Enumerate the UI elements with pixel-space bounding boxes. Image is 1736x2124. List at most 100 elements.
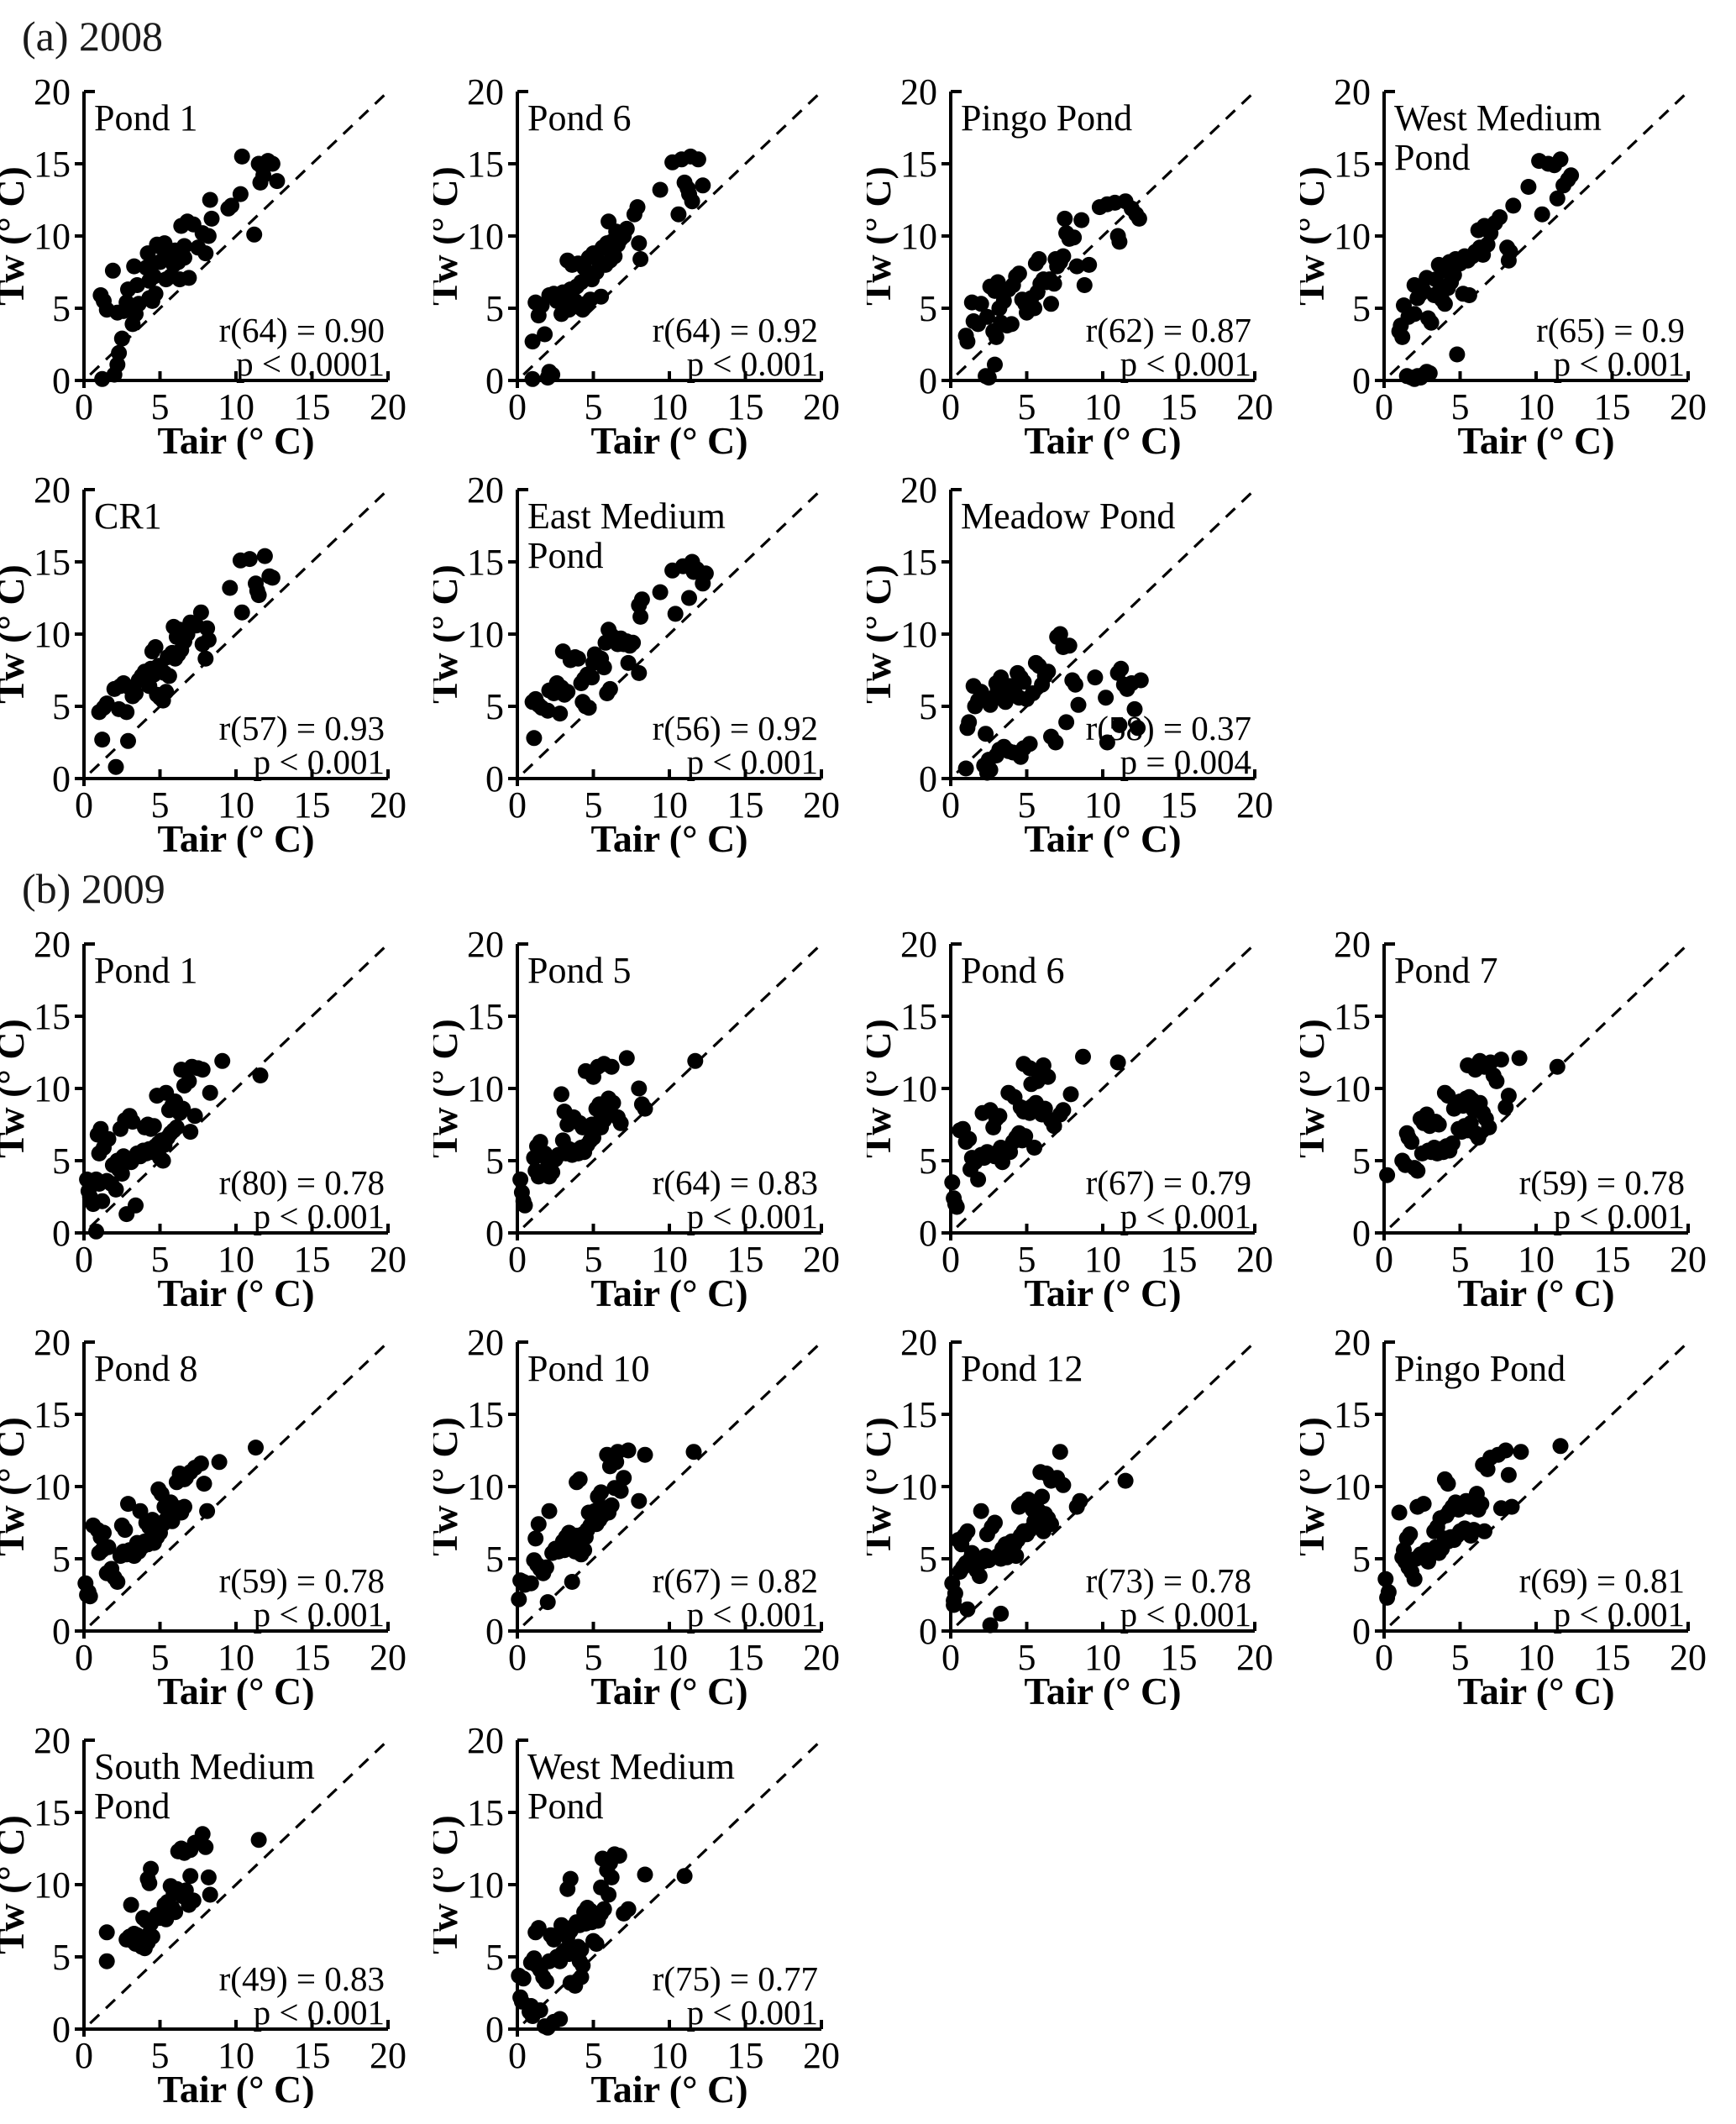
y-tick-label: 0	[485, 758, 504, 800]
data-point	[993, 1605, 1010, 1622]
data-point	[120, 732, 136, 749]
y-tick-label: 15	[900, 144, 937, 185]
data-point	[109, 1574, 126, 1590]
plot-cell-pond-5-1: 0 5 10 15 20 0 5 10 15 20 Tair (° C) Tw (° C) Pond 5…	[433, 914, 867, 1312]
y-tick-label: 15	[467, 144, 504, 185]
data-point	[124, 1114, 141, 1130]
data-point	[681, 590, 697, 606]
data-point	[250, 1832, 267, 1849]
data-point	[211, 1454, 228, 1471]
scatter-plot-pond-6: 0 5 10 15 20 0 5 10 15 20 Tair (° C) Tw (° C) Pond 6…	[433, 71, 840, 459]
data-point	[1046, 275, 1062, 292]
y-axis-label: Tw (° C)	[0, 1815, 32, 1954]
data-point	[667, 606, 684, 622]
y-tick-label: 0	[485, 2009, 504, 2050]
data-point	[1015, 674, 1032, 690]
data-point	[620, 1901, 637, 1917]
y-tick-label: 5	[52, 1937, 71, 1978]
data-point	[145, 1118, 162, 1135]
data-point	[1492, 1052, 1509, 1068]
data-point	[192, 604, 209, 621]
scatter-plot-pond-5: 0 5 10 15 20 0 5 10 15 20 Tair (° C) Tw (° C) Pond 5…	[433, 924, 840, 1312]
x-axis-label: Tair (° C)	[1457, 1670, 1614, 1710]
data-point	[88, 1223, 104, 1240]
data-point	[631, 664, 648, 681]
data-point	[553, 1086, 569, 1103]
y-axis-label: Tw (° C)	[0, 1019, 32, 1158]
data-point	[511, 1591, 527, 1607]
plot-cell-pond-1-1: 0 5 10 15 20 0 5 10 15 20 Tair (° C) Tw (° C) Pond 1…	[0, 914, 433, 1312]
y-tick-label: 10	[467, 1068, 504, 1109]
plot-title: West Medium Pond	[1394, 97, 1602, 178]
x-tick-label: 0	[508, 1637, 527, 1678]
x-tick-label: 10	[651, 1637, 688, 1678]
p-value-label: p < 0.001	[254, 1993, 385, 2032]
data-point	[947, 1585, 963, 1602]
x-tick-label: 15	[294, 386, 331, 427]
x-tick-label: 0	[941, 386, 960, 427]
y-tick-label: 10	[1334, 1068, 1371, 1109]
data-point	[1068, 258, 1085, 275]
y-tick-label: 10	[467, 1466, 504, 1508]
x-tick-label: 15	[1161, 784, 1198, 826]
data-point	[194, 1062, 211, 1078]
y-tick-label: 20	[467, 1720, 504, 1761]
x-tick-label: 5	[585, 2035, 603, 2076]
data-point	[158, 1084, 175, 1101]
data-points	[512, 1050, 704, 1214]
x-tick-label: 10	[651, 1239, 688, 1280]
data-point	[1461, 287, 1477, 303]
data-point	[1505, 197, 1522, 214]
data-point	[1066, 229, 1083, 246]
data-point	[631, 1492, 648, 1509]
x-tick-label: 10	[1518, 1239, 1555, 1280]
x-tick-label: 20	[370, 1239, 406, 1280]
data-point	[264, 569, 281, 586]
data-point	[631, 1080, 648, 1097]
x-tick-label: 15	[1594, 386, 1631, 427]
data-point	[232, 186, 249, 202]
y-tick-label: 20	[467, 469, 504, 511]
data-point	[620, 654, 637, 671]
r-statistic-label: r(57) = 0.93	[219, 709, 385, 747]
data-point	[1055, 1476, 1072, 1493]
data-point	[633, 591, 650, 608]
y-tick-label: 10	[467, 216, 504, 257]
plot-cell-pingo-pond-0: 0 5 10 15 20 0 5 10 15 20 Tair (° C) Tw (° C) Pingo …	[867, 61, 1300, 459]
one-to-one-reference-line	[956, 490, 1255, 774]
y-tick-label: 20	[34, 1322, 71, 1363]
x-tick-label: 10	[1084, 386, 1121, 427]
y-tick-label: 15	[34, 1394, 71, 1435]
x-tick-label: 20	[803, 1637, 840, 1678]
x-tick-label: 10	[218, 1239, 254, 1280]
data-point	[1117, 1472, 1134, 1489]
p-value-label: p < 0.001	[254, 1595, 385, 1634]
x-axis-label: Tair (° C)	[590, 2068, 747, 2108]
data-point	[1421, 364, 1438, 381]
data-point	[192, 1455, 209, 1471]
data-point	[1098, 690, 1115, 706]
y-tick-label: 0	[485, 1611, 504, 1652]
p-value-label: p < 0.001	[1554, 1595, 1685, 1634]
x-tick-label: 0	[75, 1239, 93, 1280]
data-point	[1070, 696, 1087, 713]
x-tick-label: 20	[1236, 1239, 1273, 1280]
data-point	[980, 370, 997, 386]
axes: 0 5 10 15 20 0 5 10 15 20	[34, 1322, 406, 1678]
x-axis-label: Tair (° C)	[590, 419, 747, 459]
data-point	[194, 1826, 211, 1843]
x-tick-label: 20	[1236, 386, 1273, 427]
data-point	[629, 199, 646, 216]
data-point	[957, 760, 974, 777]
data-point	[176, 238, 192, 254]
data-point	[100, 1539, 117, 1555]
x-tick-label: 20	[803, 2035, 840, 2076]
x-axis-label: Tair (° C)	[157, 1670, 314, 1710]
x-tick-label: 15	[1161, 1239, 1198, 1280]
data-point	[593, 288, 610, 305]
data-point	[98, 1924, 115, 1941]
y-tick-label: 0	[485, 360, 504, 401]
data-point	[1113, 660, 1130, 677]
data-point	[109, 356, 126, 373]
y-tick-label: 20	[467, 1322, 504, 1363]
